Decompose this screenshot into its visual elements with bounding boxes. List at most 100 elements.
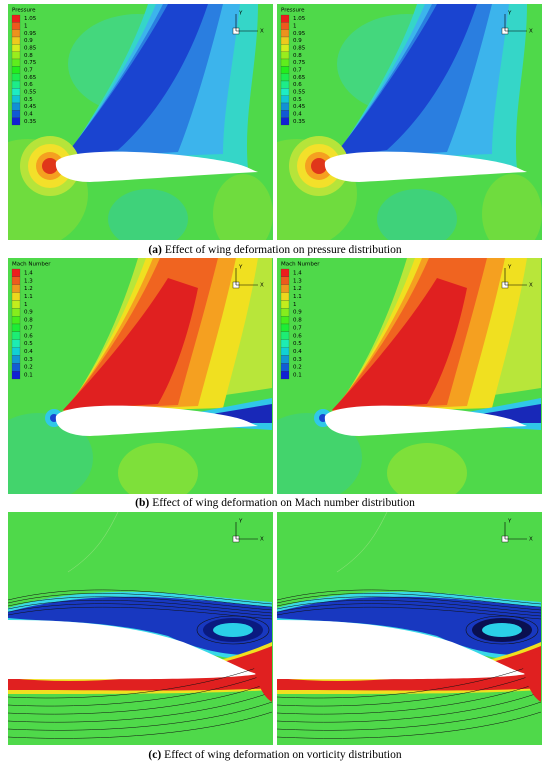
legend-swatch [11,363,21,372]
legend-title: Pressure [281,8,305,14]
airfoil [8,620,258,680]
contour [63,4,208,158]
legend-label: 0.4 [293,112,302,118]
streamline [8,681,273,715]
caption: (c) Effect of wing deformation on vortici… [148,749,401,761]
contour [42,158,58,174]
legend-label: 1.4 [293,270,302,276]
legend-swatch [280,73,290,82]
caption: (b) Effect of wing deformation on Mach nu… [135,497,415,509]
legend-label: 0.9 [293,310,302,316]
caption-label: (a) [148,244,162,256]
contour [522,650,541,702]
legend-label: 0.1 [24,373,33,379]
legend-label: 0.4 [293,349,302,355]
legend-swatch [11,73,21,82]
streamline [277,596,542,611]
legend-label: 0.65 [24,75,37,81]
legend-swatch [280,363,290,372]
axis-label-y: Y [238,265,243,271]
axis-label-x: X [260,283,264,289]
legend-swatch [280,308,290,317]
legend-swatch [11,88,21,96]
airfoil [55,151,258,182]
caption: (a) Effect of wing deformation on pressur… [148,244,401,256]
legend-label: 1.4 [24,270,33,276]
legend-label: 0.5 [24,97,33,103]
airfoil [55,405,258,436]
legend-label: 0.2 [24,365,33,371]
contour [253,650,272,702]
legend-label: 0.35 [24,119,37,125]
legend-swatch [280,88,290,96]
legend-label: 0.5 [293,341,302,347]
legend-label: 0.85 [24,46,37,52]
legend-label: 0.3 [293,357,302,363]
legend-swatch [280,66,290,74]
legend-swatch [11,110,21,118]
legend-label: 1.05 [293,16,306,22]
legend-swatch [280,355,290,364]
streamline [8,691,273,723]
axis-label-x: X [260,537,264,543]
vortex-core [213,623,253,637]
legend-label: 0.4 [24,112,33,118]
contour [311,158,327,174]
legend-label: 1.3 [24,278,33,284]
legend-label: 0.75 [293,60,306,66]
legend-swatch [11,308,21,317]
legend-swatch [11,268,21,277]
legend-swatch [11,80,21,89]
caption-text: Effect of wing deformation on vorticity … [164,749,402,761]
panel: Pressure1.0510.950.90.850.80.750.70.650.… [277,4,542,240]
legend-label: 0.7 [24,68,33,74]
panel: Pressure1.0510.950.90.850.80.750.70.650.… [8,4,273,240]
legend-label: 0.55 [24,90,37,96]
contour [387,443,467,494]
legend-label: 0.85 [293,46,306,52]
legend-label: 0.4 [24,349,33,355]
legend-label: 0.6 [293,333,302,339]
legend-swatch [280,339,290,348]
axis-label-x: X [529,283,533,289]
legend-label: 1.3 [293,278,302,284]
legend-label: 0.8 [24,318,33,324]
legend-swatch [11,95,21,104]
legend-swatch [280,22,290,30]
legend-label: 1 [293,24,297,30]
legend-label: 0.9 [24,310,33,316]
streamline [8,600,273,614]
contour [213,174,273,240]
vortex-band [277,646,541,691]
legend-title: Pressure [12,8,36,14]
legend-swatch [11,36,21,45]
legend-swatch [11,58,21,67]
legend-swatch [280,36,290,45]
legend-label: 0.45 [293,104,306,110]
legend-swatch [280,80,290,89]
legend-swatch [280,95,290,104]
vortex-band [277,596,541,655]
streamline [277,661,542,699]
legend-swatch [280,300,290,309]
legend-label: 0.8 [293,318,302,324]
axis-label-y: Y [507,265,512,271]
legend-swatch [11,44,21,52]
legend-swatch [280,117,290,126]
streamline [8,603,273,617]
legend-swatch [280,347,290,356]
legend-label: 1 [293,302,297,308]
legend-swatch [11,29,21,38]
legend-swatch [11,347,21,356]
vortex-band [8,596,272,655]
axis-label-y: Y [507,11,512,17]
streamline [336,512,388,573]
caption-label: (b) [135,497,149,509]
streamline [277,593,542,608]
legend-label: 0.9 [24,38,33,44]
legend-swatch [280,268,290,277]
streamline [277,600,542,614]
legend-swatch [280,323,290,332]
legend-label: 0.7 [24,325,33,331]
